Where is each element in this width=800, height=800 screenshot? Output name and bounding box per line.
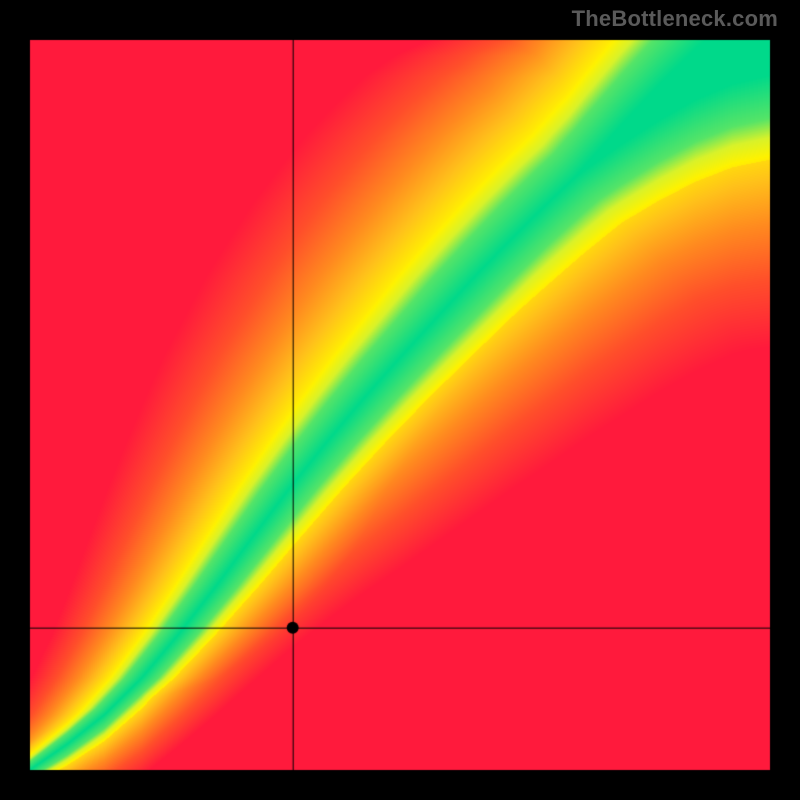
watermark-text: TheBottleneck.com [572,6,778,32]
heatmap-canvas [0,0,800,800]
heatmap-chart [0,0,800,800]
